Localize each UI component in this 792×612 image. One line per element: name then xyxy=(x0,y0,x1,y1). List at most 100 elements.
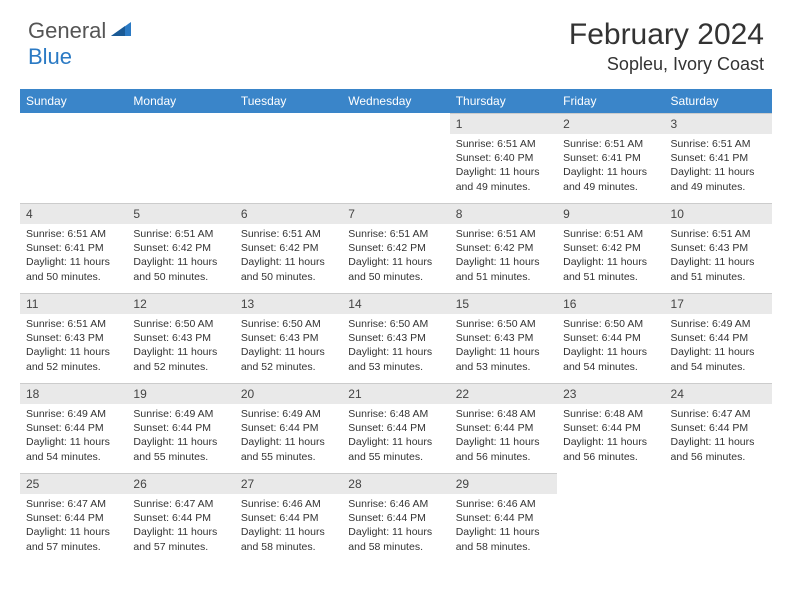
day-cell: 8Sunrise: 6:51 AMSunset: 6:42 PMDaylight… xyxy=(450,203,557,293)
sunset-text: Sunset: 6:42 PM xyxy=(241,241,336,255)
month-title: February 2024 xyxy=(569,18,764,52)
day-info: Sunrise: 6:49 AMSunset: 6:44 PMDaylight:… xyxy=(235,404,342,470)
sunrise-text: Sunrise: 6:47 AM xyxy=(133,497,228,511)
day-header: Tuesday xyxy=(235,89,342,113)
day-number: 5 xyxy=(127,203,234,224)
calendar-week-row: 1Sunrise: 6:51 AMSunset: 6:40 PMDaylight… xyxy=(20,113,772,203)
day-cell: 20Sunrise: 6:49 AMSunset: 6:44 PMDayligh… xyxy=(235,383,342,473)
day-number: 4 xyxy=(20,203,127,224)
empty-day-cell xyxy=(342,113,449,203)
day-number: 24 xyxy=(665,383,772,404)
day-cell: 27Sunrise: 6:46 AMSunset: 6:44 PMDayligh… xyxy=(235,473,342,563)
day-number: 29 xyxy=(450,473,557,494)
sunrise-text: Sunrise: 6:50 AM xyxy=(348,317,443,331)
day-cell: 15Sunrise: 6:50 AMSunset: 6:43 PMDayligh… xyxy=(450,293,557,383)
sunset-text: Sunset: 6:43 PM xyxy=(26,331,121,345)
day-cell: 23Sunrise: 6:48 AMSunset: 6:44 PMDayligh… xyxy=(557,383,664,473)
daylight-text: Daylight: 11 hours and 50 minutes. xyxy=(133,255,228,283)
sunrise-text: Sunrise: 6:48 AM xyxy=(563,407,658,421)
sunset-text: Sunset: 6:44 PM xyxy=(26,421,121,435)
day-header: Sunday xyxy=(20,89,127,113)
day-info: Sunrise: 6:46 AMSunset: 6:44 PMDaylight:… xyxy=(235,494,342,560)
sunset-text: Sunset: 6:44 PM xyxy=(348,421,443,435)
day-cell: 13Sunrise: 6:50 AMSunset: 6:43 PMDayligh… xyxy=(235,293,342,383)
day-cell: 24Sunrise: 6:47 AMSunset: 6:44 PMDayligh… xyxy=(665,383,772,473)
day-number: 26 xyxy=(127,473,234,494)
sunrise-text: Sunrise: 6:51 AM xyxy=(456,137,551,151)
day-number: 9 xyxy=(557,203,664,224)
day-cell: 3Sunrise: 6:51 AMSunset: 6:41 PMDaylight… xyxy=(665,113,772,203)
sunrise-text: Sunrise: 6:49 AM xyxy=(26,407,121,421)
day-info: Sunrise: 6:51 AMSunset: 6:40 PMDaylight:… xyxy=(450,134,557,200)
sunset-text: Sunset: 6:44 PM xyxy=(456,421,551,435)
day-info: Sunrise: 6:47 AMSunset: 6:44 PMDaylight:… xyxy=(20,494,127,560)
day-number: 6 xyxy=(235,203,342,224)
day-of-week-row: SundayMondayTuesdayWednesdayThursdayFrid… xyxy=(20,89,772,113)
calendar-week-row: 25Sunrise: 6:47 AMSunset: 6:44 PMDayligh… xyxy=(20,473,772,563)
daylight-text: Daylight: 11 hours and 49 minutes. xyxy=(563,165,658,193)
day-number: 1 xyxy=(450,113,557,134)
day-number: 19 xyxy=(127,383,234,404)
daylight-text: Daylight: 11 hours and 51 minutes. xyxy=(563,255,658,283)
sunset-text: Sunset: 6:43 PM xyxy=(456,331,551,345)
day-header: Thursday xyxy=(450,89,557,113)
sunrise-text: Sunrise: 6:51 AM xyxy=(348,227,443,241)
day-number: 2 xyxy=(557,113,664,134)
day-header: Wednesday xyxy=(342,89,449,113)
sunrise-text: Sunrise: 6:49 AM xyxy=(241,407,336,421)
day-number: 15 xyxy=(450,293,557,314)
sunset-text: Sunset: 6:41 PM xyxy=(563,151,658,165)
day-number: 14 xyxy=(342,293,449,314)
day-info: Sunrise: 6:51 AMSunset: 6:43 PMDaylight:… xyxy=(665,224,772,290)
daylight-text: Daylight: 11 hours and 51 minutes. xyxy=(456,255,551,283)
day-number: 10 xyxy=(665,203,772,224)
daylight-text: Daylight: 11 hours and 51 minutes. xyxy=(671,255,766,283)
sunset-text: Sunset: 6:42 PM xyxy=(456,241,551,255)
day-info: Sunrise: 6:48 AMSunset: 6:44 PMDaylight:… xyxy=(450,404,557,470)
sunrise-text: Sunrise: 6:51 AM xyxy=(563,227,658,241)
day-info: Sunrise: 6:51 AMSunset: 6:41 PMDaylight:… xyxy=(557,134,664,200)
daylight-text: Daylight: 11 hours and 58 minutes. xyxy=(348,525,443,553)
day-cell: 12Sunrise: 6:50 AMSunset: 6:43 PMDayligh… xyxy=(127,293,234,383)
daylight-text: Daylight: 11 hours and 54 minutes. xyxy=(26,435,121,463)
logo-text-general: General xyxy=(28,18,106,44)
day-info: Sunrise: 6:51 AMSunset: 6:42 PMDaylight:… xyxy=(127,224,234,290)
title-block: February 2024 Sopleu, Ivory Coast xyxy=(569,18,764,75)
day-cell: 4Sunrise: 6:51 AMSunset: 6:41 PMDaylight… xyxy=(20,203,127,293)
sunrise-text: Sunrise: 6:51 AM xyxy=(671,137,766,151)
day-cell: 19Sunrise: 6:49 AMSunset: 6:44 PMDayligh… xyxy=(127,383,234,473)
sunset-text: Sunset: 6:44 PM xyxy=(563,331,658,345)
empty-day-cell xyxy=(665,473,772,563)
sunrise-text: Sunrise: 6:50 AM xyxy=(241,317,336,331)
calendar-body: 1Sunrise: 6:51 AMSunset: 6:40 PMDaylight… xyxy=(20,113,772,563)
sunset-text: Sunset: 6:41 PM xyxy=(671,151,766,165)
daylight-text: Daylight: 11 hours and 50 minutes. xyxy=(26,255,121,283)
day-header: Friday xyxy=(557,89,664,113)
day-number: 21 xyxy=(342,383,449,404)
location: Sopleu, Ivory Coast xyxy=(569,54,764,75)
day-cell: 6Sunrise: 6:51 AMSunset: 6:42 PMDaylight… xyxy=(235,203,342,293)
day-info: Sunrise: 6:46 AMSunset: 6:44 PMDaylight:… xyxy=(450,494,557,560)
sunset-text: Sunset: 6:44 PM xyxy=(456,511,551,525)
day-number: 17 xyxy=(665,293,772,314)
day-cell: 1Sunrise: 6:51 AMSunset: 6:40 PMDaylight… xyxy=(450,113,557,203)
sunrise-text: Sunrise: 6:50 AM xyxy=(133,317,228,331)
day-number: 3 xyxy=(665,113,772,134)
day-number: 18 xyxy=(20,383,127,404)
sunset-text: Sunset: 6:42 PM xyxy=(348,241,443,255)
day-info: Sunrise: 6:51 AMSunset: 6:41 PMDaylight:… xyxy=(20,224,127,290)
day-cell: 28Sunrise: 6:46 AMSunset: 6:44 PMDayligh… xyxy=(342,473,449,563)
sunset-text: Sunset: 6:42 PM xyxy=(133,241,228,255)
day-info: Sunrise: 6:50 AMSunset: 6:43 PMDaylight:… xyxy=(235,314,342,380)
sunrise-text: Sunrise: 6:50 AM xyxy=(456,317,551,331)
sunrise-text: Sunrise: 6:46 AM xyxy=(348,497,443,511)
day-info: Sunrise: 6:50 AMSunset: 6:43 PMDaylight:… xyxy=(342,314,449,380)
day-number: 22 xyxy=(450,383,557,404)
sunset-text: Sunset: 6:44 PM xyxy=(133,511,228,525)
day-info: Sunrise: 6:47 AMSunset: 6:44 PMDaylight:… xyxy=(665,404,772,470)
logo-text-blue: Blue xyxy=(28,44,72,69)
calendar-week-row: 4Sunrise: 6:51 AMSunset: 6:41 PMDaylight… xyxy=(20,203,772,293)
logo: General xyxy=(28,18,137,44)
day-number: 12 xyxy=(127,293,234,314)
day-info: Sunrise: 6:51 AMSunset: 6:42 PMDaylight:… xyxy=(342,224,449,290)
